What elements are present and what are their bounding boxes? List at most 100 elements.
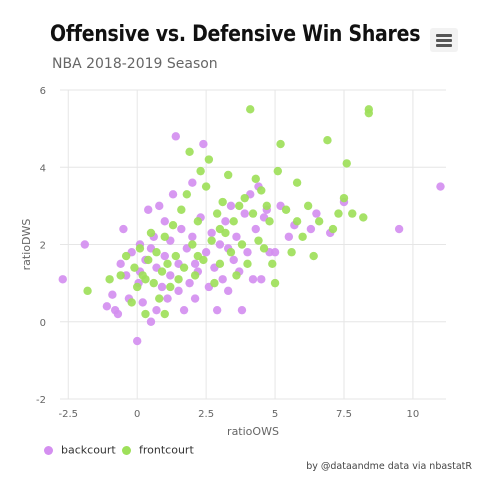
- data-point-frontcourt: [196, 166, 205, 176]
- data-point-frontcourt: [127, 298, 136, 307]
- data-point-frontcourt: [248, 209, 258, 218]
- data-point-frontcourt: [171, 251, 180, 261]
- data-point-frontcourt: [215, 224, 225, 234]
- data-point-backcourt: [312, 209, 321, 218]
- data-point-backcourt: [119, 224, 128, 234]
- data-point-backcourt: [188, 232, 197, 241]
- data-point-frontcourt: [240, 193, 249, 203]
- y-tick-label: 0: [40, 318, 46, 329]
- data-point-backcourt: [284, 232, 294, 241]
- data-point-frontcourt: [314, 217, 324, 226]
- data-point-frontcourt: [168, 220, 178, 230]
- data-point-backcourt: [155, 201, 164, 211]
- data-point-backcourt: [218, 275, 227, 284]
- data-point-frontcourt: [141, 275, 150, 284]
- data-point-backcourt: [160, 217, 169, 226]
- data-point-backcourt: [243, 248, 252, 257]
- data-point-backcourt: [237, 305, 247, 315]
- data-point-backcourt: [257, 275, 266, 284]
- data-point-backcourt: [116, 259, 125, 269]
- data-point-backcourt: [199, 139, 208, 149]
- data-point-backcourt: [144, 205, 153, 214]
- chart-subtitle: NBA 2018-2019 Season: [52, 56, 218, 72]
- data-point-frontcourt: [287, 248, 296, 257]
- data-point-frontcourt: [185, 147, 194, 156]
- data-point-frontcourt: [229, 217, 238, 226]
- data-point-backcourt: [190, 294, 200, 303]
- data-point-backcourt: [166, 271, 175, 280]
- data-point-frontcourt: [292, 217, 302, 226]
- legend-item-backcourt[interactable]: backcourt: [44, 443, 116, 457]
- data-point-frontcourt: [210, 278, 219, 288]
- data-point-frontcourt: [281, 205, 291, 214]
- y-tick-label: 6: [40, 86, 46, 97]
- data-point-backcourt: [190, 259, 200, 269]
- data-point-frontcourt: [204, 155, 214, 164]
- data-point-frontcourt: [133, 282, 142, 292]
- data-point-frontcourt: [130, 263, 139, 272]
- data-point-backcourt: [174, 286, 183, 296]
- data-point-frontcourt: [163, 259, 172, 269]
- data-point-frontcourt: [235, 201, 244, 211]
- data-point-frontcourt: [348, 209, 357, 218]
- x-tick-label: -2.5: [59, 409, 79, 420]
- data-point-frontcourt: [144, 255, 153, 265]
- data-point-frontcourt: [160, 309, 169, 319]
- data-point-backcourt: [223, 286, 233, 296]
- credits-text[interactable]: by @dataandme data via nbastatR: [306, 461, 472, 472]
- data-point-frontcourt: [232, 271, 241, 280]
- data-point-backcourt: [229, 255, 238, 265]
- data-point-frontcourt: [270, 278, 280, 288]
- data-point-frontcourt: [179, 263, 189, 272]
- data-point-backcourt: [160, 251, 169, 261]
- data-point-frontcourt: [116, 271, 125, 280]
- data-point-frontcourt: [303, 201, 313, 211]
- data-point-frontcourt: [166, 282, 175, 292]
- data-point-frontcourt: [188, 240, 197, 249]
- data-point-backcourt: [108, 290, 117, 299]
- data-point-backcourt: [436, 182, 445, 191]
- y-tick-label: -2: [36, 395, 46, 406]
- data-point-frontcourt: [246, 105, 255, 114]
- y-axis-label: ratioDWS: [20, 219, 33, 271]
- data-point-backcourt: [113, 309, 123, 319]
- data-point-frontcourt: [292, 178, 302, 187]
- data-point-frontcourt: [157, 267, 167, 276]
- data-point-frontcourt: [251, 174, 260, 184]
- data-point-backcourt: [215, 240, 225, 249]
- data-point-frontcourt: [309, 251, 318, 261]
- x-tick-label: 7.5: [336, 409, 352, 420]
- x-axis-label: ratioOWS: [227, 425, 279, 438]
- data-point-frontcourt: [149, 278, 158, 288]
- data-point-frontcourt: [190, 271, 200, 280]
- data-point-frontcourt: [193, 217, 203, 226]
- legend-label-backcourt: backcourt: [61, 443, 116, 457]
- data-point-backcourt: [58, 275, 67, 284]
- data-point-backcourt: [157, 282, 167, 292]
- data-point-backcourt: [152, 305, 161, 315]
- data-point-backcourt: [177, 224, 186, 234]
- data-point-frontcourt: [215, 259, 225, 269]
- data-point-frontcourt: [268, 259, 277, 269]
- data-point-frontcourt: [155, 294, 164, 303]
- legend-item-frontcourt[interactable]: frontcourt: [122, 443, 194, 457]
- data-point-frontcourt: [237, 240, 247, 249]
- data-point-backcourt: [221, 217, 230, 226]
- data-point-frontcourt: [364, 108, 373, 118]
- data-point-frontcourt: [218, 197, 227, 207]
- data-point-backcourt: [226, 201, 236, 211]
- data-point-frontcourt: [334, 209, 343, 218]
- data-point-backcourt: [270, 248, 280, 257]
- data-point-frontcourt: [135, 244, 145, 253]
- data-point-backcourt: [146, 317, 156, 326]
- data-point-frontcourt: [328, 224, 338, 234]
- hamburger-menu-icon[interactable]: [430, 28, 458, 52]
- data-point-backcourt: [163, 294, 172, 303]
- data-point-backcourt: [306, 224, 316, 234]
- data-point-frontcourt: [201, 182, 211, 191]
- x-tick-label: 5: [272, 409, 278, 420]
- data-point-frontcourt: [276, 139, 285, 149]
- data-point-frontcourt: [177, 205, 186, 214]
- data-point-frontcourt: [342, 159, 351, 168]
